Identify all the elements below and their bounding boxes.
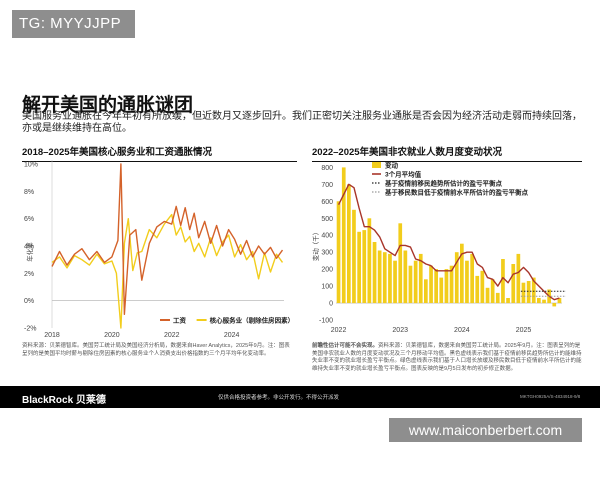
footer-bar: BlackRock 贝莱德 仅供合格投资者参考。非公开发行。不得公开派发 MKT… [0, 386, 600, 408]
payroll-bar [480, 270, 485, 303]
right-chart-title: 2022–2025年美国非农就业人数月度变动状况 [312, 144, 582, 162]
legend-label: 3个月平均值 [385, 170, 422, 179]
payroll-bar [526, 281, 531, 303]
payroll-bar [377, 250, 382, 304]
series-line-core-services [51, 213, 284, 329]
payroll-bar [362, 230, 367, 303]
payroll-bar [347, 184, 351, 303]
payroll-bar [506, 298, 510, 304]
payroll-bar [424, 279, 428, 303]
right-y-tick: 400 [321, 233, 333, 240]
blackrock-logo: BlackRock 贝莱德 [22, 395, 106, 406]
page-title: 解开美国的通胀谜团 [22, 95, 194, 116]
wage-services-line-chart: 10% 8% 6% 4% 2% 0% -2% 2018 2020 2022 2024 年化率 工资… [24, 160, 295, 339]
payroll-bar [429, 265, 433, 303]
right-y-tick: 600 [321, 199, 333, 206]
payroll-bar [444, 269, 449, 303]
right-x-tick: 2023 [392, 327, 408, 334]
payroll-bar [382, 252, 387, 304]
footer-doc-id: MKTGH0925A/S-4834918-9/8 [520, 394, 581, 399]
three-month-average-line [337, 183, 560, 301]
payroll-bar [531, 277, 536, 303]
payroll-bar [352, 209, 356, 304]
right-y-tick: 0 [329, 301, 333, 308]
series-line-wages [51, 163, 284, 316]
footer-disclaimer: 仅供合格投资者参考。非公开发行。不得公开派发 [218, 395, 340, 401]
payroll-bar [408, 265, 413, 303]
payroll-bar [388, 253, 392, 304]
payroll-bar [557, 298, 562, 304]
payroll-bar [511, 264, 516, 303]
payroll-bar [490, 279, 495, 303]
right-x-tick: 2025 [516, 327, 532, 334]
left-chart-title: 2018–2025年美国核心服务业和工资通胀情况 [22, 144, 297, 162]
payroll-bar [501, 259, 505, 304]
payroll-bar [449, 265, 454, 303]
payrolls-bar-chart: 800 700 600 500 400 300 200 100 0 -100 2022 2023 20… [312, 161, 566, 334]
payroll-bar [460, 243, 464, 303]
left-x-tick: 2024 [224, 332, 240, 339]
right-y-tick: -100 [319, 318, 333, 325]
right-source-note: 前瞻性估计可能不会实现。资料来源：贝莱德智库，数据来自美国劳工统计局。2025年… [312, 343, 582, 373]
legend-label: 基于疫情前移民趋势所估计的盈亏平衡点 [384, 179, 503, 188]
payroll-bar [413, 260, 418, 304]
payroll-bar [357, 231, 361, 303]
payroll-bar [418, 253, 423, 304]
left-y-tick: 4% [24, 244, 34, 251]
page-subtitle: 美国服务业通胀在今年年初有所放缓，但近数月又逐步回升。我们正密切关注服务业通胀是… [22, 111, 582, 134]
right-x-tick: 2022 [331, 327, 347, 334]
left-y-tick: 2% [24, 271, 34, 278]
right-y-tick: 200 [321, 267, 333, 274]
right-y-axis-label: 变动（千） [312, 229, 320, 262]
payroll-bar [367, 218, 372, 304]
left-y-tick: 8% [24, 189, 34, 196]
left-x-tick: 2018 [44, 332, 60, 339]
right-y-tick: 800 [321, 165, 333, 172]
left-x-tick: 2022 [164, 332, 180, 339]
left-y-tick: -2% [24, 326, 36, 333]
payroll-bar [454, 252, 459, 304]
right-source-text: 资料来源：贝莱德智库，数据来自美国劳工统计局。2025年9月。注：图表呈列的是美… [312, 343, 582, 372]
payroll-bar [485, 287, 490, 304]
right-x-tick: 2024 [454, 327, 470, 334]
left-source-note: 资料来源：贝莱德智库。美国劳工统计局及美国经济分析局，数据来自Haver Ana… [22, 343, 290, 357]
payroll-bar [393, 260, 397, 304]
payroll-bar [542, 299, 546, 304]
legend-label: 基于移民数目低于疫情前水平所估计的盈亏平衡点 [384, 188, 529, 197]
left-y-axis-label: 年化率 [25, 242, 34, 262]
right-y-tick: 700 [321, 182, 333, 189]
payroll-bar [516, 253, 521, 304]
right-source-disclaimer: 前瞻性估计可能不会实现。 [312, 343, 379, 349]
legend-swatch [372, 162, 381, 168]
payroll-bar [398, 223, 403, 303]
left-y-tick: 0% [24, 298, 34, 305]
legend-label: 工资 [173, 316, 187, 325]
payroll-bar [403, 250, 408, 304]
right-y-tick: 100 [321, 284, 333, 291]
payroll-bar [465, 260, 469, 304]
watermark-top: TG: MYYJJPP [12, 10, 135, 38]
legend-label: 核心服务业（剔除住房因素） [210, 316, 295, 325]
watermark-bottom: www.maiconberbert.com [389, 418, 582, 442]
payroll-bar [495, 292, 500, 304]
right-y-tick: 500 [321, 216, 333, 223]
payroll-bar [552, 303, 557, 307]
right-y-tick: 300 [321, 250, 333, 257]
payroll-bar [434, 269, 438, 303]
payroll-bar [475, 275, 480, 303]
payroll-bar [521, 282, 526, 303]
payroll-bar [439, 277, 444, 303]
payroll-bar [336, 201, 341, 303]
payroll-bar [470, 253, 474, 304]
payroll-bar [537, 298, 541, 304]
payroll-bar [341, 167, 346, 304]
left-y-tick: 6% [24, 216, 34, 223]
payroll-bar [372, 242, 377, 303]
left-x-tick: 2020 [104, 332, 120, 339]
left-y-tick: 10% [24, 162, 38, 169]
legend-label: 变动 [385, 161, 399, 170]
